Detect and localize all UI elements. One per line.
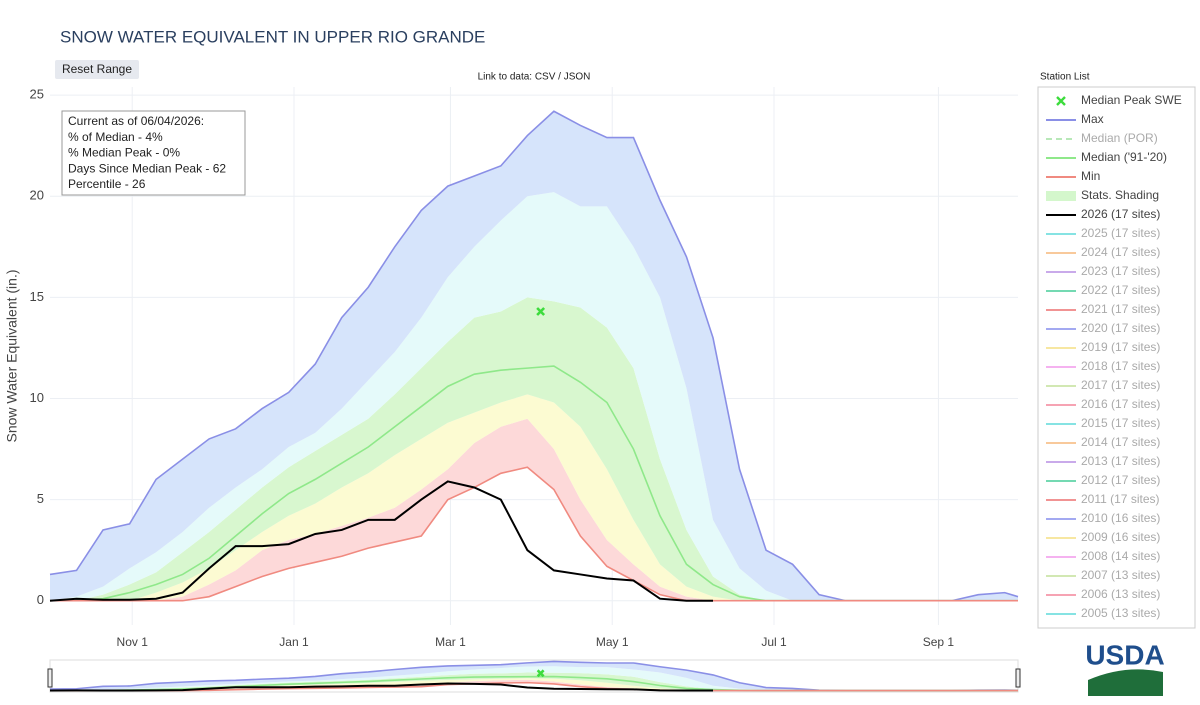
x-tick-label: Nov 1 <box>117 635 149 649</box>
series-line <box>50 681 1018 692</box>
series-line <box>50 466 1018 602</box>
y-tick-label: 20 <box>30 188 44 203</box>
x-tick-label: Sep 1 <box>923 635 955 649</box>
legend-label: 2014 (17 sites) <box>1081 435 1160 449</box>
slider-band <box>50 661 1018 691</box>
logo-fields <box>1088 669 1163 696</box>
x-tick-label: May 1 <box>596 635 629 649</box>
logo-text: USDA <box>1085 639 1164 670</box>
shading-band <box>50 192 1018 601</box>
annotation-line: Days Since Median Peak - 62 <box>68 161 226 175</box>
x-tick-label: Mar 1 <box>435 635 466 649</box>
y-tick-label: 0 <box>37 592 44 607</box>
series-line <box>49 480 714 602</box>
legend-label: 2023 (17 sites) <box>1081 264 1160 278</box>
legend-label: Median ('91-'20) <box>1081 150 1167 164</box>
annotation-line: Current as of 06/04/2026: <box>68 114 204 128</box>
reset-button[interactable] <box>55 60 139 79</box>
y-axis-title: Snow Water Equivalent (in.) <box>4 270 20 443</box>
legend-label: 2015 (17 sites) <box>1081 416 1160 430</box>
logo: USDA <box>1085 639 1165 696</box>
legend-label: 2013 (17 sites) <box>1081 454 1160 468</box>
legend-label: 2010 (16 sites) <box>1081 511 1160 525</box>
legend-label: 2006 (13 sites) <box>1081 587 1160 601</box>
legend-title: Station List <box>1040 72 1090 83</box>
legend-label: 2018 (17 sites) <box>1081 359 1160 373</box>
slider-handle[interactable] <box>47 668 53 688</box>
legend-swatch <box>1046 191 1076 201</box>
slider-handle[interactable] <box>1015 668 1021 688</box>
legend-label: 2011 (17 sites) <box>1081 492 1160 506</box>
legend-label: 2022 (17 sites) <box>1081 283 1160 297</box>
annotation-box <box>61 110 246 196</box>
legend-label: 2019 (17 sites) <box>1081 340 1160 354</box>
chart-title: SNOW WATER EQUIVALENT IN UPPER RIO GRAND… <box>60 27 485 46</box>
y-tick-label: 5 <box>37 491 44 506</box>
y-tick-label: 10 <box>30 390 44 405</box>
annotation-line: % Median Peak - 0% <box>68 146 180 160</box>
legend-label: 2009 (16 sites) <box>1081 530 1160 544</box>
legend-label: 2005 (13 sites) <box>1081 606 1160 620</box>
annotation-line: % of Median - 4% <box>68 130 163 144</box>
slider-band <box>50 666 1018 691</box>
y-tick-label: 15 <box>30 289 44 304</box>
x-tick-label: Jul 1 <box>761 635 787 649</box>
reset-button-label[interactable]: Reset Range <box>62 62 132 76</box>
legend-label: 2024 (17 sites) <box>1081 245 1160 259</box>
y-tick-label: 25 <box>30 87 44 102</box>
legend-label: 2012 (17 sites) <box>1081 473 1160 487</box>
shading-band <box>50 297 1018 601</box>
series-line <box>49 682 714 692</box>
legend-label: 2026 (17 sites) <box>1081 207 1160 221</box>
legend-label: Stats. Shading <box>1081 188 1159 202</box>
legend-label: Min <box>1081 169 1100 183</box>
legend-label: 2025 (17 sites) <box>1081 226 1160 240</box>
legend-label: 2021 (17 sites) <box>1081 302 1160 316</box>
legend-label: 2016 (17 sites) <box>1081 397 1160 411</box>
legend-label: 2017 (17 sites) <box>1081 378 1160 392</box>
data-link[interactable]: Link to data: CSV / JSON <box>478 72 591 83</box>
annotation-line: Percentile - 26 <box>68 177 146 191</box>
shading-band <box>50 111 1018 601</box>
legend-label: Median Peak SWE <box>1081 93 1182 107</box>
legend-marker <box>1056 96 1066 106</box>
legend-label: 2020 (17 sites) <box>1081 321 1160 335</box>
legend-label: Median (POR) <box>1081 131 1158 145</box>
legend-label: Max <box>1081 112 1104 126</box>
legend-box <box>1037 86 1196 629</box>
legend-label: 2007 (13 sites) <box>1081 568 1160 582</box>
slider-peak-marker <box>536 669 545 678</box>
shading-band <box>50 418 1018 601</box>
peak-marker <box>536 307 546 316</box>
legend-label: 2008 (14 sites) <box>1081 549 1160 563</box>
x-tick-label: Jan 1 <box>279 635 309 649</box>
